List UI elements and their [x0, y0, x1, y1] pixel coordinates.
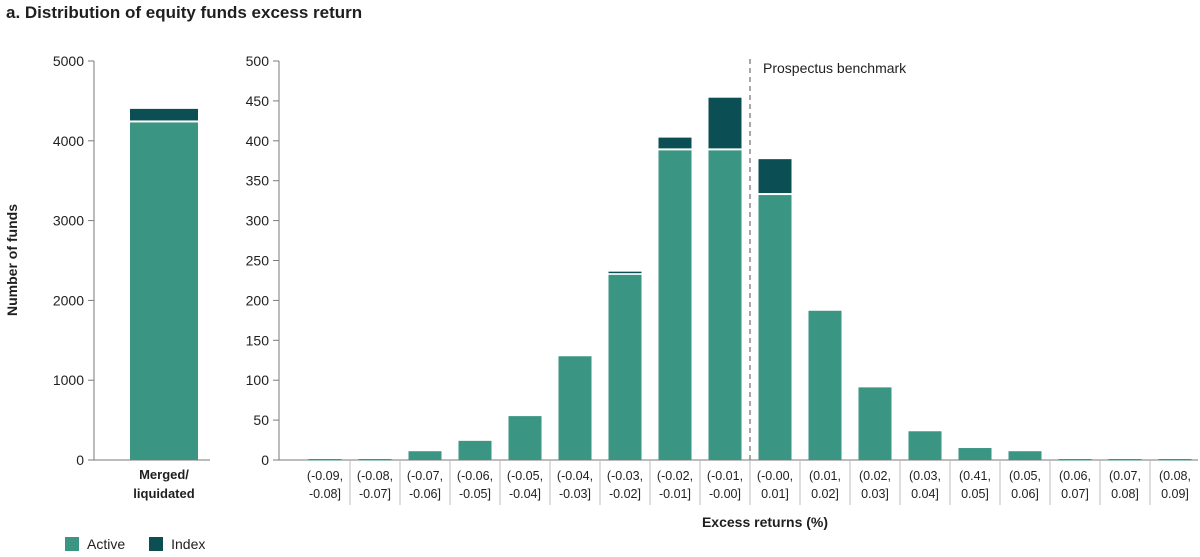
- y-tick-label: 3000: [53, 213, 84, 229]
- x-tick-label: 0.08]: [1111, 487, 1139, 501]
- bar-active: [508, 416, 542, 460]
- x-tick-label: 0.02]: [811, 487, 839, 501]
- bar-active: [558, 356, 592, 460]
- bar-active: [908, 431, 942, 460]
- x-tick-label: (-0.06,: [457, 469, 493, 483]
- legend-label-index: Index: [171, 536, 206, 552]
- x-tick-label: Merged/: [139, 467, 189, 482]
- bar-active: [358, 459, 392, 461]
- legend: Active Index: [65, 536, 229, 552]
- y-tick-label: 400: [246, 133, 270, 149]
- y-tick-label: 5000: [53, 53, 84, 69]
- x-tick-label: -0.07]: [359, 487, 391, 501]
- bar-active: [658, 150, 692, 460]
- chart-panel-0: 0 1000 2000 3000 4000 5000 Merged/liquidated: [53, 53, 210, 501]
- bar-active: [408, 451, 442, 460]
- x-tick-label: 0.07]: [1061, 487, 1089, 501]
- y-tick-label: 4000: [53, 133, 84, 149]
- bar-index: [130, 108, 198, 121]
- x-tick-label: (-0.02,: [657, 469, 693, 483]
- legend-swatch-index: [149, 537, 164, 551]
- legend-item-active: Active: [65, 536, 125, 552]
- x-tick-label: (0.05,: [1009, 469, 1041, 483]
- y-tick-label: 200: [246, 292, 270, 308]
- bar-active: [308, 459, 342, 461]
- chart-panel-1: 0 50 100 150 200 250 300 350 400 450 500 (-0.09, -0.…: [246, 53, 1198, 505]
- x-tick-label: 0.06]: [1011, 487, 1039, 501]
- y-tick-label: 50: [253, 412, 269, 428]
- chart-title: a. Distribution of equity funds excess r…: [6, 3, 363, 22]
- bar-active: [1108, 459, 1142, 461]
- bar-active: [858, 387, 892, 460]
- x-tick-label: -0.08]: [309, 487, 341, 501]
- x-tick-label: (-0.07,: [407, 469, 443, 483]
- y-tick-label: 0: [261, 452, 269, 468]
- x-tick-label: -0.03]: [559, 487, 591, 501]
- bar-index: [758, 159, 792, 194]
- bar-active: [808, 310, 842, 460]
- legend-swatch-active: [65, 537, 79, 551]
- x-tick-label: -0.05]: [459, 487, 491, 501]
- x-tick-label: 0.09]: [1161, 487, 1189, 501]
- x-tick-label: (-0.04,: [557, 469, 593, 483]
- y-tick-label: 300: [246, 213, 270, 229]
- x-tick-label: (-0.03,: [607, 469, 643, 483]
- y-tick-label: 0: [76, 452, 84, 468]
- x-tick-label: (0.03,: [909, 469, 941, 483]
- legend-item-index: Index: [149, 536, 205, 552]
- bar-index: [658, 137, 692, 149]
- legend-label-active: Active: [87, 536, 126, 552]
- x-tick-label: (0.01,: [809, 469, 841, 483]
- x-tick-label: (-0.08,: [357, 469, 393, 483]
- x-tick-label: (-0.09,: [307, 469, 343, 483]
- y-tick-label: 250: [246, 253, 270, 269]
- bar-active: [758, 195, 792, 460]
- bar-active: [708, 150, 742, 460]
- y-tick-label: 500: [246, 53, 270, 69]
- y-tick-label: 450: [246, 93, 270, 109]
- x-tick-label: (0.06,: [1059, 469, 1091, 483]
- bar-index: [708, 97, 742, 149]
- x-tick-label: -0.00]: [709, 487, 741, 501]
- x-tick-label: 0.05]: [961, 487, 989, 501]
- x-tick-label: 0.04]: [911, 487, 939, 501]
- y-tick-label: 2000: [53, 292, 84, 308]
- x-tick-label: (0.07,: [1109, 469, 1141, 483]
- benchmark-label: Prospectus benchmark: [763, 60, 907, 76]
- x-tick-label: -0.06]: [409, 487, 441, 501]
- y-tick-label: 100: [246, 372, 270, 388]
- y-tick-label: 350: [246, 173, 270, 189]
- bar-active: [130, 122, 198, 461]
- bar-active: [1008, 451, 1042, 460]
- x-tick-label: -0.01]: [659, 487, 691, 501]
- x-tick-label: 0.03]: [861, 487, 889, 501]
- x-tick-label: (-0.05,: [507, 469, 543, 483]
- x-tick-label: liquidated: [133, 486, 194, 501]
- x-tick-label: (0.08,: [1159, 469, 1191, 483]
- x-tick-label: (0.02,: [859, 469, 891, 483]
- bar-active: [1158, 459, 1192, 461]
- bar-active: [1058, 459, 1092, 461]
- bar-active: [608, 274, 642, 460]
- x-axis-title: Excess returns (%): [701, 514, 829, 530]
- x-tick-label: (0.41,: [959, 469, 991, 483]
- y-tick-label: 1000: [53, 372, 84, 388]
- x-tick-label: (-0.00,: [757, 469, 793, 483]
- y-tick-label: 150: [246, 332, 270, 348]
- x-tick-label: -0.04]: [509, 487, 541, 501]
- x-tick-label: 0.01]: [761, 487, 789, 501]
- bar-active: [458, 440, 492, 460]
- bar-index: [608, 271, 642, 274]
- bar-active: [958, 448, 992, 460]
- x-tick-label: (-0.01,: [707, 469, 743, 483]
- x-tick-label: -0.02]: [609, 487, 641, 501]
